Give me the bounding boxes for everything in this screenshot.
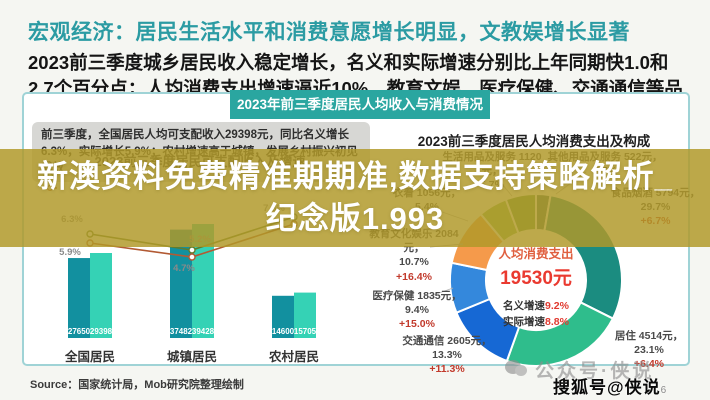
source-note: Source：国家统计局，Mob研究院整理绘制 bbox=[30, 379, 244, 391]
page-title: 宏观经济：居民生活水平和消费意愿增长明显，文教娱增长显著 bbox=[28, 21, 630, 44]
donut-label-share: 23.1% bbox=[634, 344, 664, 357]
donut-label-growth: +11.3% bbox=[429, 363, 465, 376]
donut-center-value: 19530元 bbox=[500, 268, 572, 289]
wechat-icon bbox=[505, 359, 529, 380]
donut-label-share: 13.3% bbox=[432, 349, 462, 362]
donut-label-text: 交通通信 2605元， bbox=[402, 335, 492, 347]
donut-center-nominal: 名义增速9.2% bbox=[503, 300, 569, 312]
wechat-watermark-text: 公众号·侠说 bbox=[535, 361, 655, 382]
donut-center-label: 人均消费支出 bbox=[498, 247, 574, 261]
overlay-line1: 新澳资料免费精准期期准,数据支持策略解析_ bbox=[37, 159, 673, 194]
expenditure-chart-title: 2023前三季度居民人均消费支出及构成 bbox=[417, 134, 651, 149]
donut-label-text: 医疗保健 1835元， bbox=[372, 290, 462, 302]
promo-overlay-banner: 新澳资料免费精准期期准,数据支持策略解析_ 纪念版1.993 bbox=[0, 149, 710, 247]
wechat-watermark: 公众号·侠说 bbox=[505, 356, 654, 383]
donut-center: 人均消费支出 19530元 名义增速9.2% 实际增速8.8% bbox=[478, 243, 594, 329]
donut-label-growth: +6.4% bbox=[633, 358, 665, 371]
donut-label-housing: 居住 4514元， 23.1% +6.4% bbox=[600, 329, 698, 372]
card-banner: 2023年前三季度居民人均收入与消费情况 bbox=[230, 90, 490, 119]
donut-label-growth: +15.0% bbox=[399, 318, 435, 331]
donut-label-share: 10.7% bbox=[399, 256, 429, 269]
overlay-line2: 纪念版1.993 bbox=[265, 201, 445, 236]
donut-label-share: 9.4% bbox=[405, 304, 429, 317]
donut-label-text: 居住 4514元， bbox=[614, 330, 684, 342]
sohu-watermark: 搜狐号@侠说6 bbox=[553, 378, 668, 397]
donut-label-healthcare: 医疗保健 1835元， 9.4% +15.0% bbox=[366, 289, 468, 332]
donut-label-transport: 交通通信 2605元， 13.3% +11.3% bbox=[393, 334, 501, 377]
donut-center-real: 实际增速8.8% bbox=[503, 316, 569, 328]
donut-label-growth: +16.4% bbox=[396, 270, 432, 283]
